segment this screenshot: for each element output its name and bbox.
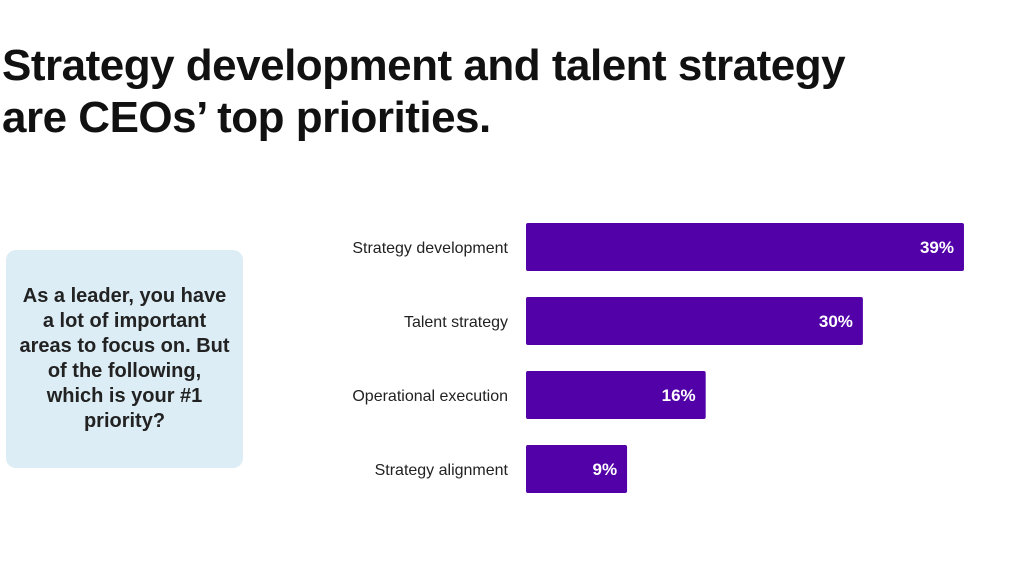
bar-strategy-alignment xyxy=(526,445,628,493)
chart-title-line-2: are CEOs’ top priorities. xyxy=(2,93,491,142)
value-label-strategy-development: 39% xyxy=(920,238,954,257)
survey-question-text: As a leader, you have a lot of important… xyxy=(19,285,230,432)
category-label-operational-execution: Operational execution xyxy=(352,388,508,405)
bar-operational-execution xyxy=(526,371,706,419)
chart-title: Strategy development and talent strategy… xyxy=(2,40,1002,144)
category-label-strategy-development: Strategy development xyxy=(352,240,508,257)
value-label-operational-execution: 16% xyxy=(662,386,696,405)
bar-talent-strategy xyxy=(526,297,863,345)
chart-title-line-1: Strategy development and talent strategy xyxy=(2,41,846,90)
value-label-talent-strategy: 30% xyxy=(819,312,853,331)
category-label-strategy-alignment: Strategy alignment xyxy=(375,462,509,479)
category-label-talent-strategy: Talent strategy xyxy=(404,314,508,331)
bar-strategy-development xyxy=(526,223,964,271)
value-label-strategy-alignment: 9% xyxy=(592,460,617,479)
survey-question-box: As a leader, you have a lot of important… xyxy=(6,250,243,468)
